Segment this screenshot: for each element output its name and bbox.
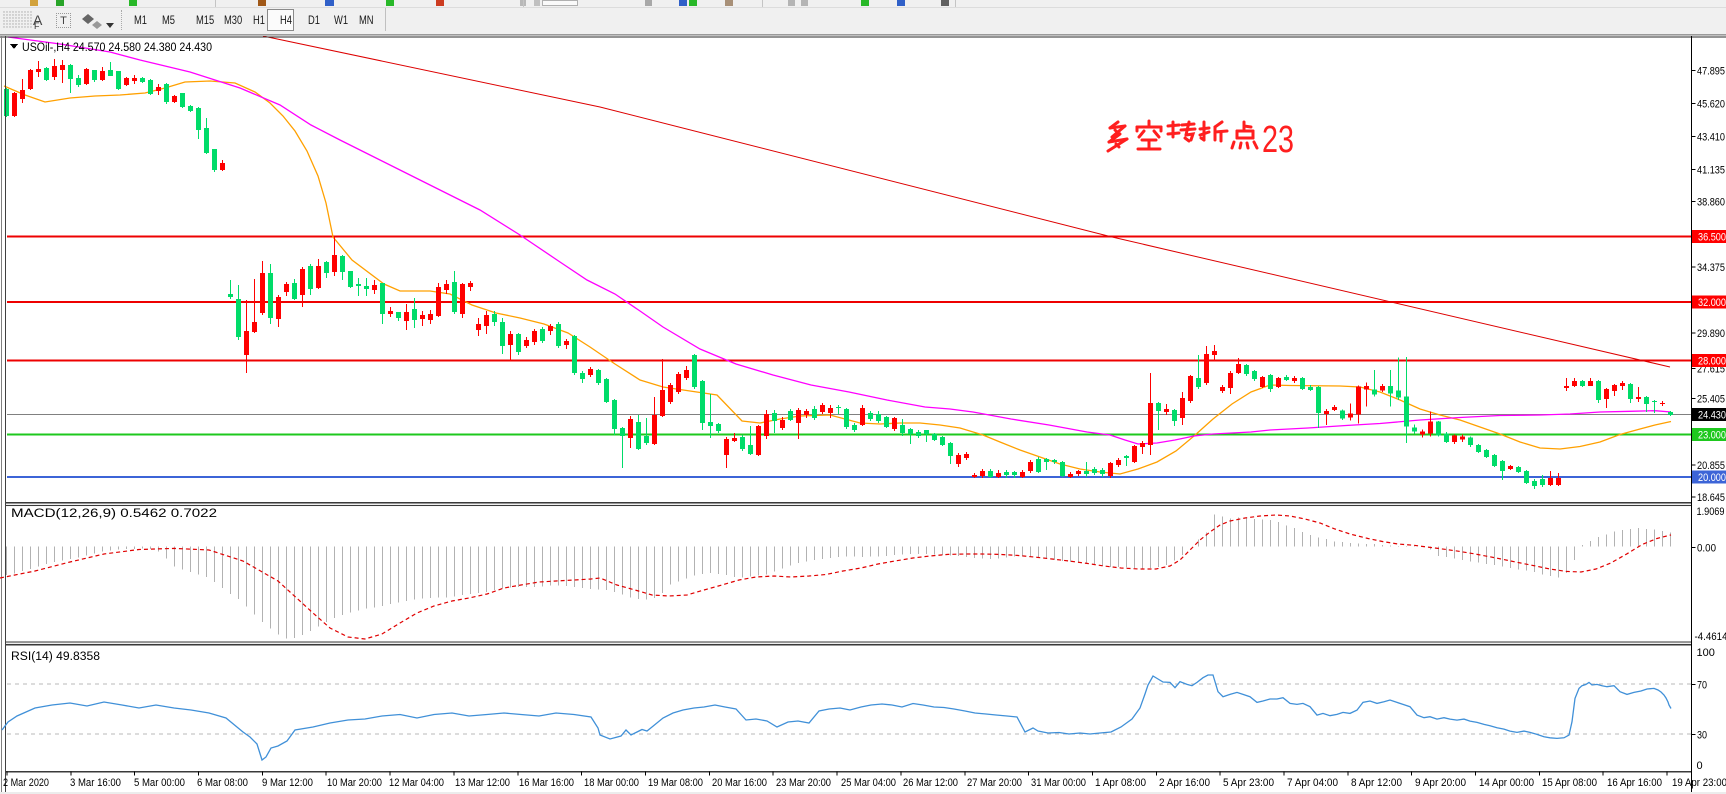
svg-text:24.430: 24.430	[1698, 410, 1726, 422]
svg-text:-4.4614: -4.4614	[1695, 631, 1726, 643]
svg-text:15 Apr 08:00: 15 Apr 08:00	[1542, 777, 1597, 789]
svg-text:9 Apr 20:00: 9 Apr 20:00	[1415, 777, 1466, 789]
svg-text:9 Mar 12:00: 9 Mar 12:00	[262, 777, 313, 789]
svg-text:47.895: 47.895	[1697, 66, 1725, 78]
svg-text:19 Mar 08:00: 19 Mar 08:00	[648, 777, 703, 789]
svg-text:41.135: 41.135	[1697, 164, 1725, 176]
svg-text:13 Mar 12:00: 13 Mar 12:00	[455, 777, 510, 789]
svg-text:70: 70	[1697, 680, 1707, 692]
svg-text:27 Mar 20:00: 27 Mar 20:00	[967, 777, 1022, 789]
svg-text:32.000: 32.000	[1698, 297, 1726, 309]
svg-text:6 Mar 08:00: 6 Mar 08:00	[197, 777, 248, 789]
svg-text:18.645: 18.645	[1697, 492, 1725, 504]
svg-text:31 Mar 00:00: 31 Mar 00:00	[1031, 777, 1086, 789]
svg-text:10 Mar 20:00: 10 Mar 20:00	[327, 777, 382, 789]
svg-text:RSI(14) 49.8358: RSI(14) 49.8358	[11, 651, 100, 663]
svg-text:23.000: 23.000	[1698, 430, 1726, 442]
svg-text:100: 100	[1697, 647, 1715, 659]
svg-text:7 Apr 04:00: 7 Apr 04:00	[1287, 777, 1338, 789]
svg-text:2 Apr 16:00: 2 Apr 16:00	[1159, 777, 1210, 789]
svg-text:20.000: 20.000	[1698, 472, 1726, 484]
svg-text:1 Apr 08:00: 1 Apr 08:00	[1095, 777, 1146, 789]
svg-text:MACD(12,26,9) 0.5462 0.7022: MACD(12,26,9) 0.5462 0.7022	[11, 508, 217, 520]
svg-text:1.9069: 1.9069	[1697, 506, 1725, 518]
svg-text:2 Mar 2020: 2 Mar 2020	[3, 777, 49, 789]
svg-text:18 Mar 00:00: 18 Mar 00:00	[584, 777, 639, 789]
svg-text:34.375: 34.375	[1697, 262, 1725, 274]
svg-text:29.890: 29.890	[1697, 328, 1725, 340]
svg-text:0: 0	[1697, 760, 1703, 772]
svg-text:20 Mar 16:00: 20 Mar 16:00	[712, 777, 767, 789]
svg-text:30: 30	[1697, 730, 1707, 742]
svg-text:20.855: 20.855	[1697, 460, 1725, 472]
svg-text:16 Apr 16:00: 16 Apr 16:00	[1607, 777, 1662, 789]
svg-text:25 Mar 04:00: 25 Mar 04:00	[841, 777, 896, 789]
svg-text:36.500: 36.500	[1698, 232, 1726, 244]
svg-text:26 Mar 12:00: 26 Mar 12:00	[903, 777, 958, 789]
svg-text:16 Mar 16:00: 16 Mar 16:00	[519, 777, 574, 789]
svg-text:45.620: 45.620	[1697, 98, 1725, 110]
svg-text:0.00: 0.00	[1697, 543, 1716, 555]
svg-text:5 Mar 00:00: 5 Mar 00:00	[134, 777, 185, 789]
svg-text:23: 23	[1262, 119, 1294, 161]
svg-text:USOil-,H4 24.570 24.580 24.38: USOil-,H4 24.570 24.580 24.380 24.430	[22, 40, 212, 54]
svg-text:19 Apr 23:00: 19 Apr 23:00	[1672, 777, 1726, 789]
svg-text:14 Apr 00:00: 14 Apr 00:00	[1479, 777, 1534, 789]
svg-text:23 Mar 20:00: 23 Mar 20:00	[776, 777, 831, 789]
svg-text:25.405: 25.405	[1697, 393, 1725, 405]
svg-text:5 Apr 23:00: 5 Apr 23:00	[1223, 777, 1274, 789]
svg-text:8 Apr 12:00: 8 Apr 12:00	[1351, 777, 1402, 789]
svg-text:43.410: 43.410	[1697, 131, 1725, 143]
svg-text:38.860: 38.860	[1697, 197, 1725, 209]
svg-text:28.000: 28.000	[1698, 356, 1726, 368]
svg-text:12 Mar 04:00: 12 Mar 04:00	[389, 777, 444, 789]
svg-text:3 Mar 16:00: 3 Mar 16:00	[70, 777, 121, 789]
